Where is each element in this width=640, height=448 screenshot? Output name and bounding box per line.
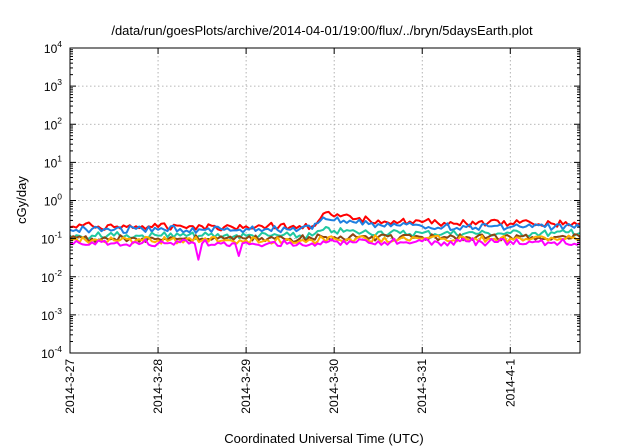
- x-tick-label: 2014-3-31: [415, 359, 429, 414]
- series-line: [69, 226, 581, 241]
- y-tick-label: 101: [44, 153, 62, 170]
- y-tick-label: 100: [44, 192, 62, 209]
- y-axis-tick-labels: 10-4 10-3 10-2 10-1 100 101 102 103 104: [41, 39, 62, 361]
- x-axis-tick-labels: 2014-3-27 2014-3-28 2014-3-29 2014-3-30 2014…: [63, 359, 517, 414]
- y-axis-label: cGy/day: [14, 176, 29, 224]
- series-line: [69, 216, 581, 234]
- grid: [70, 48, 580, 353]
- series-layer: [69, 210, 581, 261]
- x-tick-label: 2014-3-28: [151, 359, 165, 414]
- x-tick-label: 2014-4-1: [503, 359, 517, 407]
- y-tick-label: 10-3: [41, 306, 62, 323]
- y-tick-label: 102: [44, 115, 62, 132]
- x-axis-label: Coordinated Universal Time (UTC): [224, 431, 423, 446]
- x-tick-label: 2014-3-29: [239, 359, 253, 414]
- y-tick-label: 10-2: [41, 268, 62, 285]
- y-tick-label: 10-1: [41, 230, 62, 247]
- y-tick-label: 10-4: [41, 344, 62, 361]
- series-line: [69, 233, 581, 243]
- y-tick-label: 104: [44, 39, 62, 56]
- axis-ticks: [69, 47, 580, 354]
- y-tick-label: 103: [44, 77, 62, 94]
- x-tick-label: 2014-3-30: [327, 359, 341, 414]
- chart-title: /data/run/goesPlots/archive/2014-04-01/1…: [111, 23, 533, 38]
- series-line: [69, 237, 581, 261]
- x-tick-label: 2014-3-27: [63, 359, 77, 414]
- series-line: [69, 210, 581, 232]
